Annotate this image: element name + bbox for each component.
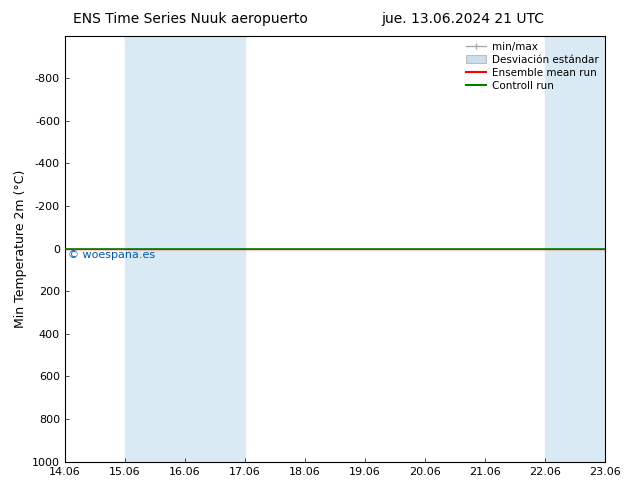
Bar (545, 36, 605, 462)
Legend: min/max, Desviación estándar, Ensemble mean run, Controll run: min/max, Desviación estándar, Ensemble m… (462, 38, 602, 96)
Bar (125, 36, 245, 462)
Text: © woespana.es: © woespana.es (68, 250, 155, 260)
Text: ENS Time Series Nuuk aeropuerto: ENS Time Series Nuuk aeropuerto (73, 12, 307, 26)
Text: jue. 13.06.2024 21 UTC: jue. 13.06.2024 21 UTC (381, 12, 545, 26)
Y-axis label: Min Temperature 2m (°C): Min Temperature 2m (°C) (13, 170, 27, 328)
